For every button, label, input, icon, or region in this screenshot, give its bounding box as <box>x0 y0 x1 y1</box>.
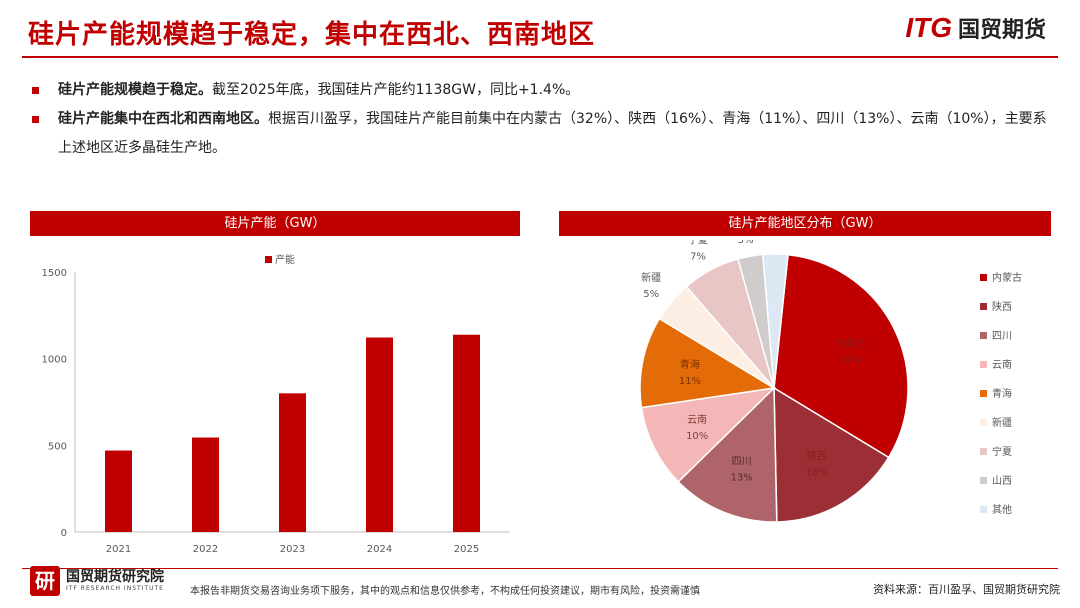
legend-swatch <box>980 361 987 368</box>
data-source: 资料来源：百川盈孚、国贸期货研究院 <box>873 583 1060 596</box>
legend-label: 宁夏 <box>992 445 1012 458</box>
y-tick-label: 0 <box>61 528 67 539</box>
y-tick-label: 1500 <box>42 268 67 279</box>
bullet-text: 根据百川盈孚，我国硅片产能目前集中在内蒙古（32%）、陕西（16%）、青海（11… <box>58 111 1047 156</box>
legend-label: 内蒙古 <box>992 271 1022 284</box>
footer-logo: 研 国贸期货研究院 ITF RESEARCH INSTITUTE <box>30 566 164 596</box>
bar <box>279 393 306 532</box>
bar-chart: 0 500 1000 1500 2021 2022 2023 2024 2025 产能 <box>42 253 510 555</box>
pie-label: 陕西 <box>807 449 827 462</box>
institute-logo-icon: 研 <box>30 566 60 596</box>
logo-itg-text: ITG <box>905 12 952 43</box>
legend-label: 新疆 <box>992 416 1012 429</box>
pie-slice <box>677 386 778 523</box>
pie-pct-label: 13% <box>730 472 752 483</box>
legend-swatch <box>980 448 987 455</box>
pie-slice <box>639 317 777 409</box>
pie-label: 宁夏 <box>688 240 708 246</box>
legend-swatch <box>980 506 987 513</box>
bullet-item: 硅片产能规模趋于稳定。截至2025年底，我国硅片产能约1138GW，同比+1.4… <box>30 76 1060 105</box>
page-title: 硅片产能规模趋于稳定，集中在西北、西南地区 <box>28 20 596 50</box>
pie-chart: 内蒙古 32% 陕西 16% 四川 13% 云南 10% 青海 11% 新疆 5% 宁夏 7% 山西 3% 其他… <box>639 240 1022 523</box>
bullet-text: 截至2025年底，我国硅片产能约1138GW，同比+1.4%。 <box>212 82 580 98</box>
pie-pct-label: 7% <box>690 251 706 262</box>
legend-label: 产能 <box>275 253 295 266</box>
x-tick-label: 2024 <box>367 544 392 555</box>
logo-cn-text: 国贸期货 <box>957 18 1046 43</box>
bar <box>366 337 393 532</box>
pie-pct-label: 11% <box>679 376 701 387</box>
legend-swatch <box>980 390 987 397</box>
disclaimer-text: 本报告非期货交易咨询业务项下服务，其中的观点和信息仅供参考，不构成任何投资建议，… <box>190 586 700 597</box>
legend-swatch <box>265 256 272 263</box>
title-divider <box>22 56 1058 58</box>
bullet-heading: 硅片产能集中在西北和西南地区。 <box>58 111 268 127</box>
legend-label: 山西 <box>992 475 1012 487</box>
legend-swatch <box>980 419 987 426</box>
legend-label: 陕西 <box>992 300 1012 313</box>
institute-name: 国贸期货研究院 <box>66 569 164 585</box>
bar <box>105 450 132 532</box>
x-tick-label: 2021 <box>106 544 131 555</box>
pie-label: 新疆 <box>641 271 661 284</box>
legend-label: 四川 <box>992 331 1012 342</box>
footer-divider <box>22 568 1058 569</box>
legend-label: 青海 <box>992 387 1012 400</box>
pie-label: 青海 <box>680 358 700 371</box>
pie-label: 内蒙古 <box>836 337 866 350</box>
y-tick-label: 1000 <box>42 355 67 366</box>
legend-swatch <box>980 303 987 310</box>
bar-chart-title: 硅片产能（GW） <box>30 211 520 236</box>
pie-slice <box>761 253 789 389</box>
pie-pct-label: 3% <box>768 240 784 243</box>
legend-swatch <box>980 274 987 281</box>
pie-pct-label: 10% <box>686 431 708 442</box>
legend-label: 其他 <box>992 503 1012 516</box>
bullet-item: 硅片产能集中在西北和西南地区。根据百川盈孚，我国硅片产能目前集中在内蒙古（32%… <box>30 105 1060 163</box>
bullet-heading: 硅片产能规模趋于稳定。 <box>58 82 212 98</box>
pie-slice <box>640 386 777 483</box>
pie-chart-title: 硅片产能地区分布（GW） <box>559 211 1051 236</box>
x-tick-label: 2025 <box>454 544 479 555</box>
pie-slice <box>773 386 890 523</box>
x-tick-label: 2023 <box>280 544 305 555</box>
pie-pct-label: 32% <box>840 355 862 366</box>
pie-label: 云南 <box>687 413 707 426</box>
institute-name-en: ITF RESEARCH INSTITUTE <box>66 585 164 592</box>
brand-logo: ITG 国贸期货 <box>905 12 1046 44</box>
pie-slice <box>773 253 909 459</box>
pie-pct-label: 5% <box>643 289 659 300</box>
bar <box>192 437 219 532</box>
summary-bullets: 硅片产能规模趋于稳定。截至2025年底，我国硅片产能约1138GW，同比+1.4… <box>30 76 1060 163</box>
legend-swatch <box>980 332 987 339</box>
pie-pct-label: 16% <box>806 467 828 478</box>
bar <box>453 334 480 532</box>
legend-label: 云南 <box>992 358 1012 371</box>
pie-pct-label: 3% <box>738 240 754 246</box>
x-tick-label: 2022 <box>193 544 218 555</box>
y-tick-label: 500 <box>48 441 67 452</box>
pie-label: 四川 <box>732 456 752 467</box>
legend-swatch <box>980 477 987 484</box>
